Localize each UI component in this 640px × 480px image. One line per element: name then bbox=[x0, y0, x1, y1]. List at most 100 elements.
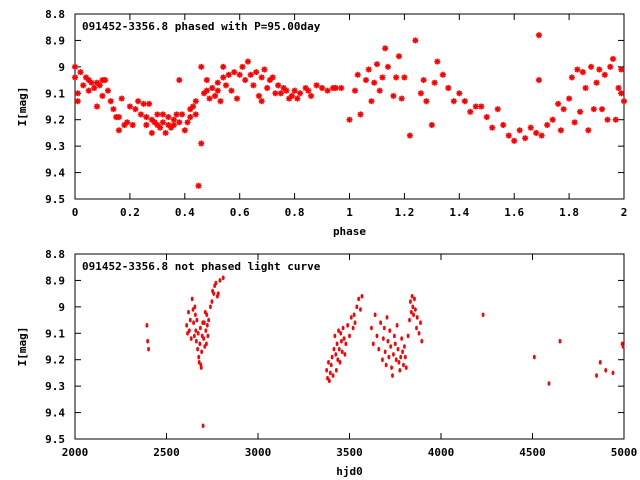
data-point bbox=[394, 357, 398, 363]
data-point bbox=[253, 69, 260, 76]
data-point bbox=[538, 132, 545, 139]
data-point bbox=[351, 87, 358, 94]
data-point bbox=[165, 114, 172, 121]
data-point bbox=[399, 354, 403, 360]
data-point bbox=[439, 71, 446, 78]
data-point bbox=[574, 66, 581, 73]
x-tick-label: 1.4 bbox=[449, 206, 469, 219]
data-point bbox=[124, 119, 131, 126]
data-point bbox=[326, 375, 329, 381]
data-point bbox=[203, 77, 210, 84]
x-tick-label: 3500 bbox=[336, 446, 363, 459]
x-tick-label: 0.6 bbox=[230, 206, 250, 219]
data-point bbox=[186, 330, 189, 336]
y-tick-label: 9.1 bbox=[45, 87, 65, 100]
data-point bbox=[621, 98, 627, 105]
data-point bbox=[202, 336, 206, 341]
data-point bbox=[269, 74, 276, 81]
data-point bbox=[410, 293, 414, 299]
data-point bbox=[173, 111, 180, 118]
data-point bbox=[209, 304, 212, 310]
data-point bbox=[140, 100, 147, 107]
data-point bbox=[239, 63, 246, 70]
data-point bbox=[325, 367, 329, 373]
data-point bbox=[558, 338, 562, 344]
data-point bbox=[555, 100, 562, 107]
data-point bbox=[220, 63, 227, 70]
data-point bbox=[445, 85, 452, 91]
x-tick-label: 5000 bbox=[611, 446, 638, 459]
data-point bbox=[210, 299, 214, 304]
data-point bbox=[258, 98, 265, 105]
data-point bbox=[373, 312, 377, 318]
data-point bbox=[313, 82, 320, 89]
data-point bbox=[590, 106, 597, 113]
data-point bbox=[420, 77, 427, 84]
data-point bbox=[417, 90, 424, 97]
data-point bbox=[77, 69, 84, 76]
data-point bbox=[382, 325, 386, 331]
y-tick-label: 9.5 bbox=[45, 193, 65, 206]
x-tick-label: 0.8 bbox=[285, 206, 305, 219]
x-tick-label: 0.2 bbox=[120, 206, 140, 219]
data-point bbox=[354, 71, 361, 78]
data-point bbox=[159, 119, 166, 126]
data-point bbox=[159, 111, 166, 118]
data-point bbox=[338, 360, 342, 365]
data-point bbox=[104, 87, 111, 94]
data-point bbox=[195, 317, 199, 323]
data-point bbox=[93, 103, 100, 110]
data-point bbox=[400, 336, 404, 341]
data-point bbox=[192, 333, 196, 339]
data-point bbox=[244, 58, 251, 65]
data-point bbox=[335, 341, 339, 347]
data-point bbox=[132, 106, 139, 113]
data-point bbox=[579, 69, 586, 76]
y-tick-label: 9 bbox=[58, 301, 65, 314]
y-tick-label: 9.3 bbox=[45, 380, 65, 393]
chart-title: 091452-3356.8 phased with P=95.00day bbox=[82, 20, 321, 33]
data-point bbox=[403, 344, 406, 349]
data-point bbox=[201, 423, 205, 429]
data-point bbox=[557, 127, 564, 134]
data-point bbox=[334, 352, 338, 357]
data-point bbox=[331, 373, 335, 378]
data-point bbox=[339, 330, 343, 336]
data-point bbox=[604, 367, 608, 373]
data-point bbox=[137, 111, 144, 118]
data-point bbox=[221, 275, 225, 281]
data-point bbox=[193, 304, 197, 310]
data-point bbox=[368, 98, 375, 105]
data-point bbox=[618, 66, 625, 73]
y-tick-label: 9.3 bbox=[45, 140, 65, 153]
data-point bbox=[355, 304, 359, 310]
data-point bbox=[118, 95, 125, 102]
data-point bbox=[110, 106, 117, 113]
data-point bbox=[198, 325, 202, 331]
plot-frame bbox=[74, 13, 625, 200]
data-point bbox=[189, 336, 193, 341]
data-point bbox=[568, 74, 575, 81]
chart-title: 091452-3356.8 not phased light curve bbox=[82, 260, 321, 273]
data-point bbox=[381, 336, 385, 341]
data-point bbox=[143, 122, 150, 128]
data-point bbox=[333, 333, 337, 339]
plot-frame bbox=[74, 253, 625, 440]
data-point bbox=[431, 79, 438, 86]
data-point bbox=[357, 296, 361, 302]
data-point bbox=[236, 71, 243, 78]
data-point bbox=[231, 69, 238, 76]
x-tick-label: 2 bbox=[621, 206, 628, 219]
data-point bbox=[294, 95, 301, 102]
data-point bbox=[188, 317, 192, 323]
data-point bbox=[308, 92, 315, 99]
data-point bbox=[261, 66, 268, 73]
x-tick-label: 2000 bbox=[62, 446, 89, 459]
data-point bbox=[390, 92, 397, 99]
data-point bbox=[500, 122, 507, 128]
data-point bbox=[170, 122, 177, 128]
data-point bbox=[412, 37, 419, 44]
data-point bbox=[598, 360, 602, 365]
data-point bbox=[373, 61, 380, 68]
y-tick-label: 8.9 bbox=[45, 274, 65, 287]
